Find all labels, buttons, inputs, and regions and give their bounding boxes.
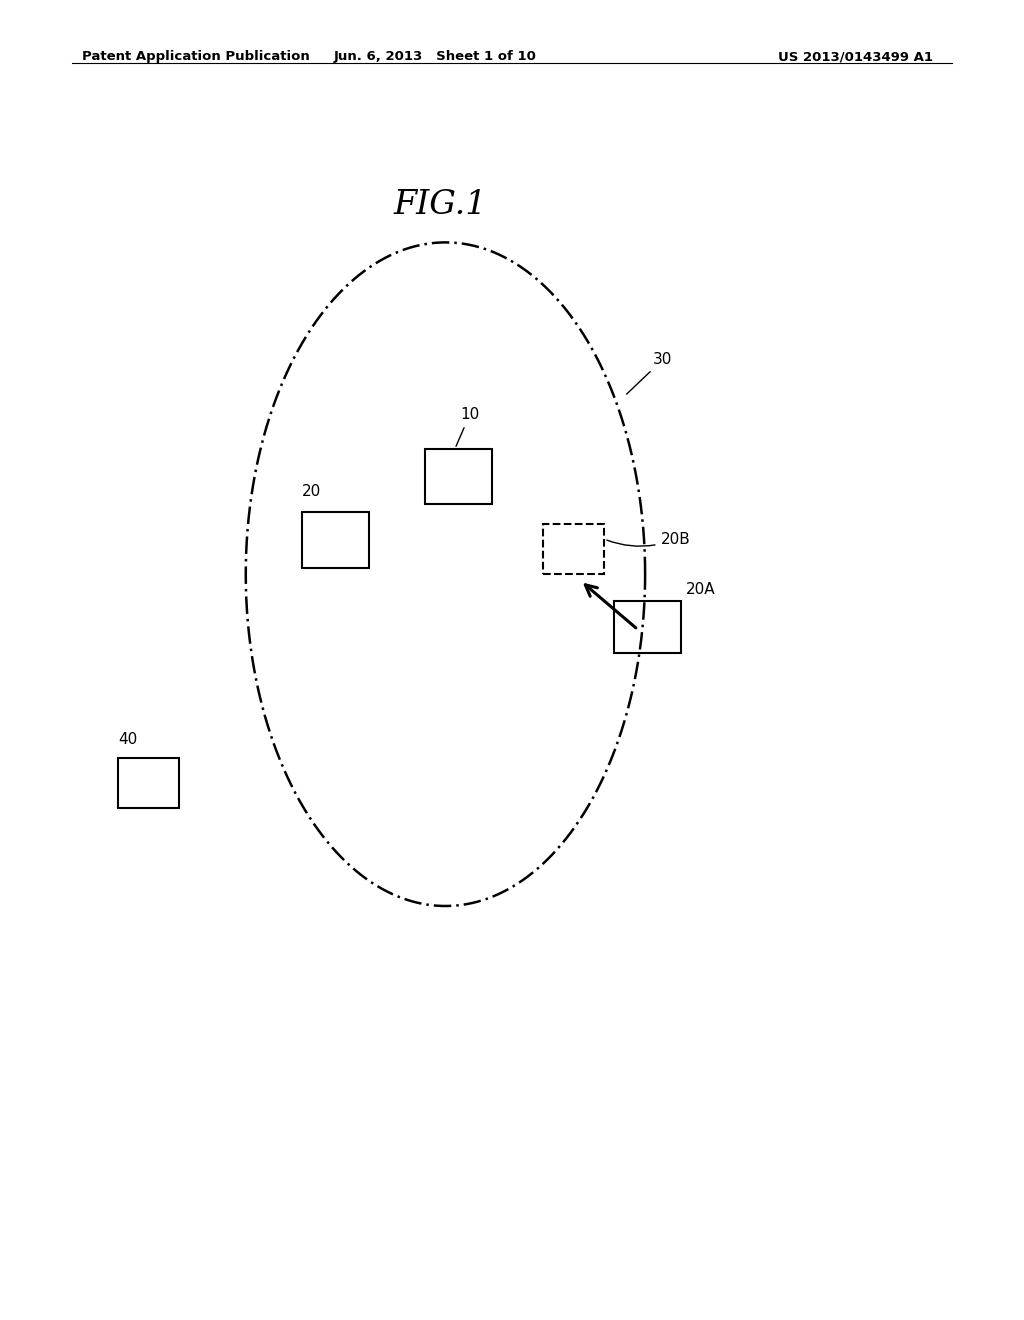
Text: FIG.1: FIG.1 — [393, 189, 487, 220]
Bar — [543, 524, 604, 574]
Text: US 2013/0143499 A1: US 2013/0143499 A1 — [778, 50, 933, 63]
Text: 20A: 20A — [686, 582, 716, 597]
Text: 10: 10 — [456, 408, 479, 446]
Text: Patent Application Publication: Patent Application Publication — [82, 50, 309, 63]
Text: Jun. 6, 2013   Sheet 1 of 10: Jun. 6, 2013 Sheet 1 of 10 — [334, 50, 537, 63]
Text: 20: 20 — [302, 484, 322, 499]
Bar — [302, 512, 369, 568]
Text: 30: 30 — [627, 352, 673, 395]
Bar — [118, 758, 179, 808]
Bar — [614, 601, 681, 653]
Text: 20B: 20B — [607, 532, 690, 546]
Text: 40: 40 — [118, 733, 137, 747]
Bar — [425, 449, 492, 504]
